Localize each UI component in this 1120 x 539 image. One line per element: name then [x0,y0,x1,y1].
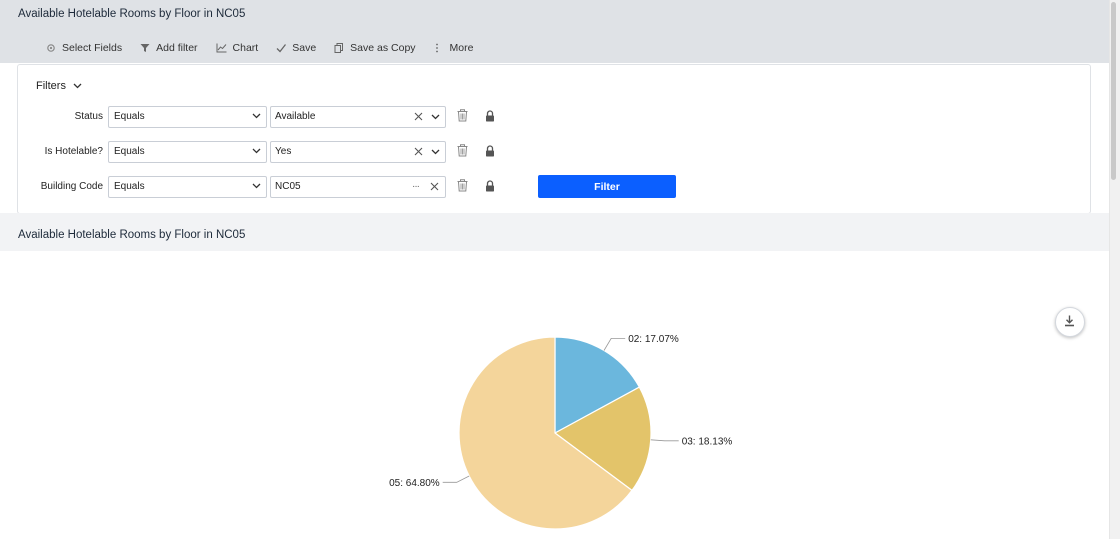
clear-icon[interactable] [414,112,423,121]
filter-value: NC05 [275,181,301,192]
filter-row-is-hotelable: Is Hotelable? Equals Yes [18,141,518,163]
clear-icon[interactable] [430,182,439,191]
chevron-down-icon [252,183,261,189]
filters-title: Filters [36,80,66,92]
pie-leader-line [603,338,626,351]
add-filter-label: Add filter [156,42,198,54]
gear-icon [47,44,55,52]
filter-label: Building Code [40,181,103,192]
filter-label: Status [74,111,103,122]
save-label: Save [292,42,317,54]
pie-slice-02[interactable] [554,336,641,435]
chart-label: Chart [232,42,259,54]
value-select[interactable]: Available [270,106,446,128]
lock-icon[interactable] [485,180,495,192]
pie-data-label: 05: 64.80% [389,478,440,489]
operator-select[interactable]: Equals [108,141,267,163]
operator-select[interactable]: Equals [108,106,267,128]
lock-icon[interactable] [485,145,495,157]
select-fields-label: Select Fields [62,42,123,54]
chevron-down-icon[interactable] [431,114,440,120]
chart-button[interactable]: Chart [216,42,259,54]
pie-chart: 02: 17.07% 03: 18.13% 05: 64.80% [389,334,733,530]
page-title: Available Hotelable Rooms by Floor in NC… [18,8,246,20]
chart-section-title: Available Hotelable Rooms by Floor in NC… [18,229,246,241]
more-button[interactable]: More [434,42,474,54]
vertical-ellipsis-icon [435,43,438,53]
filter-button[interactable]: Filter [538,175,676,198]
value-select[interactable]: Yes [270,141,446,163]
chevron-down-icon [252,113,261,119]
operator-value: Equals [114,111,145,122]
vertical-scrollbar[interactable] [1109,0,1120,539]
checkmark-icon [276,44,287,53]
pie-leader-line [650,439,679,442]
pie-leader-line [442,475,470,483]
operator-select[interactable]: Equals [108,176,267,198]
save-as-copy-button[interactable]: Save as Copy [334,42,416,54]
select-fields-button[interactable]: Select Fields [46,42,122,54]
filter-value: Yes [275,146,292,157]
section-band [0,213,1109,251]
download-button[interactable] [1055,307,1085,337]
pie-data-label: 03: 18.13% [682,436,733,447]
pie-data-label: 02: 17.07% [628,334,679,345]
filter-label: Is Hotelable? [44,146,103,157]
value-input[interactable]: NC05 ··· [270,176,446,198]
chevron-down-icon[interactable] [431,149,440,155]
copy-icon [334,43,344,53]
toolbar: Select Fields Add filter Chart Save [46,41,491,55]
save-button[interactable]: Save [276,42,316,54]
add-filter-button[interactable]: Add filter [140,42,198,54]
download-icon [1065,315,1074,327]
filter-value: Available [275,111,316,122]
filter-row-building-code: Building Code Equals NC05 ··· [18,176,518,198]
more-options-icon[interactable]: ··· [412,181,420,192]
trash-icon[interactable] [457,109,468,122]
pie-slice-03[interactable] [553,386,652,492]
more-label: More [449,42,474,54]
filters-panel: Filters Status Equals Available [17,64,1091,214]
filters-toggle[interactable]: Filters [36,80,82,92]
chevron-down-icon [252,148,261,154]
report-header: Available Hotelable Rooms by Floor in NC… [0,0,1109,63]
chevron-down-icon [73,83,82,89]
lock-icon[interactable] [485,110,495,122]
funnel-icon [140,44,150,52]
save-as-copy-label: Save as Copy [350,42,416,54]
trash-icon[interactable] [457,179,468,192]
operator-value: Equals [114,181,145,192]
scrollbar-thumb[interactable] [1111,2,1116,180]
trash-icon[interactable] [457,144,468,157]
clear-icon[interactable] [414,147,423,156]
line-chart-icon [216,43,227,53]
filter-row-status: Status Equals Available [18,106,518,128]
operator-value: Equals [114,146,145,157]
